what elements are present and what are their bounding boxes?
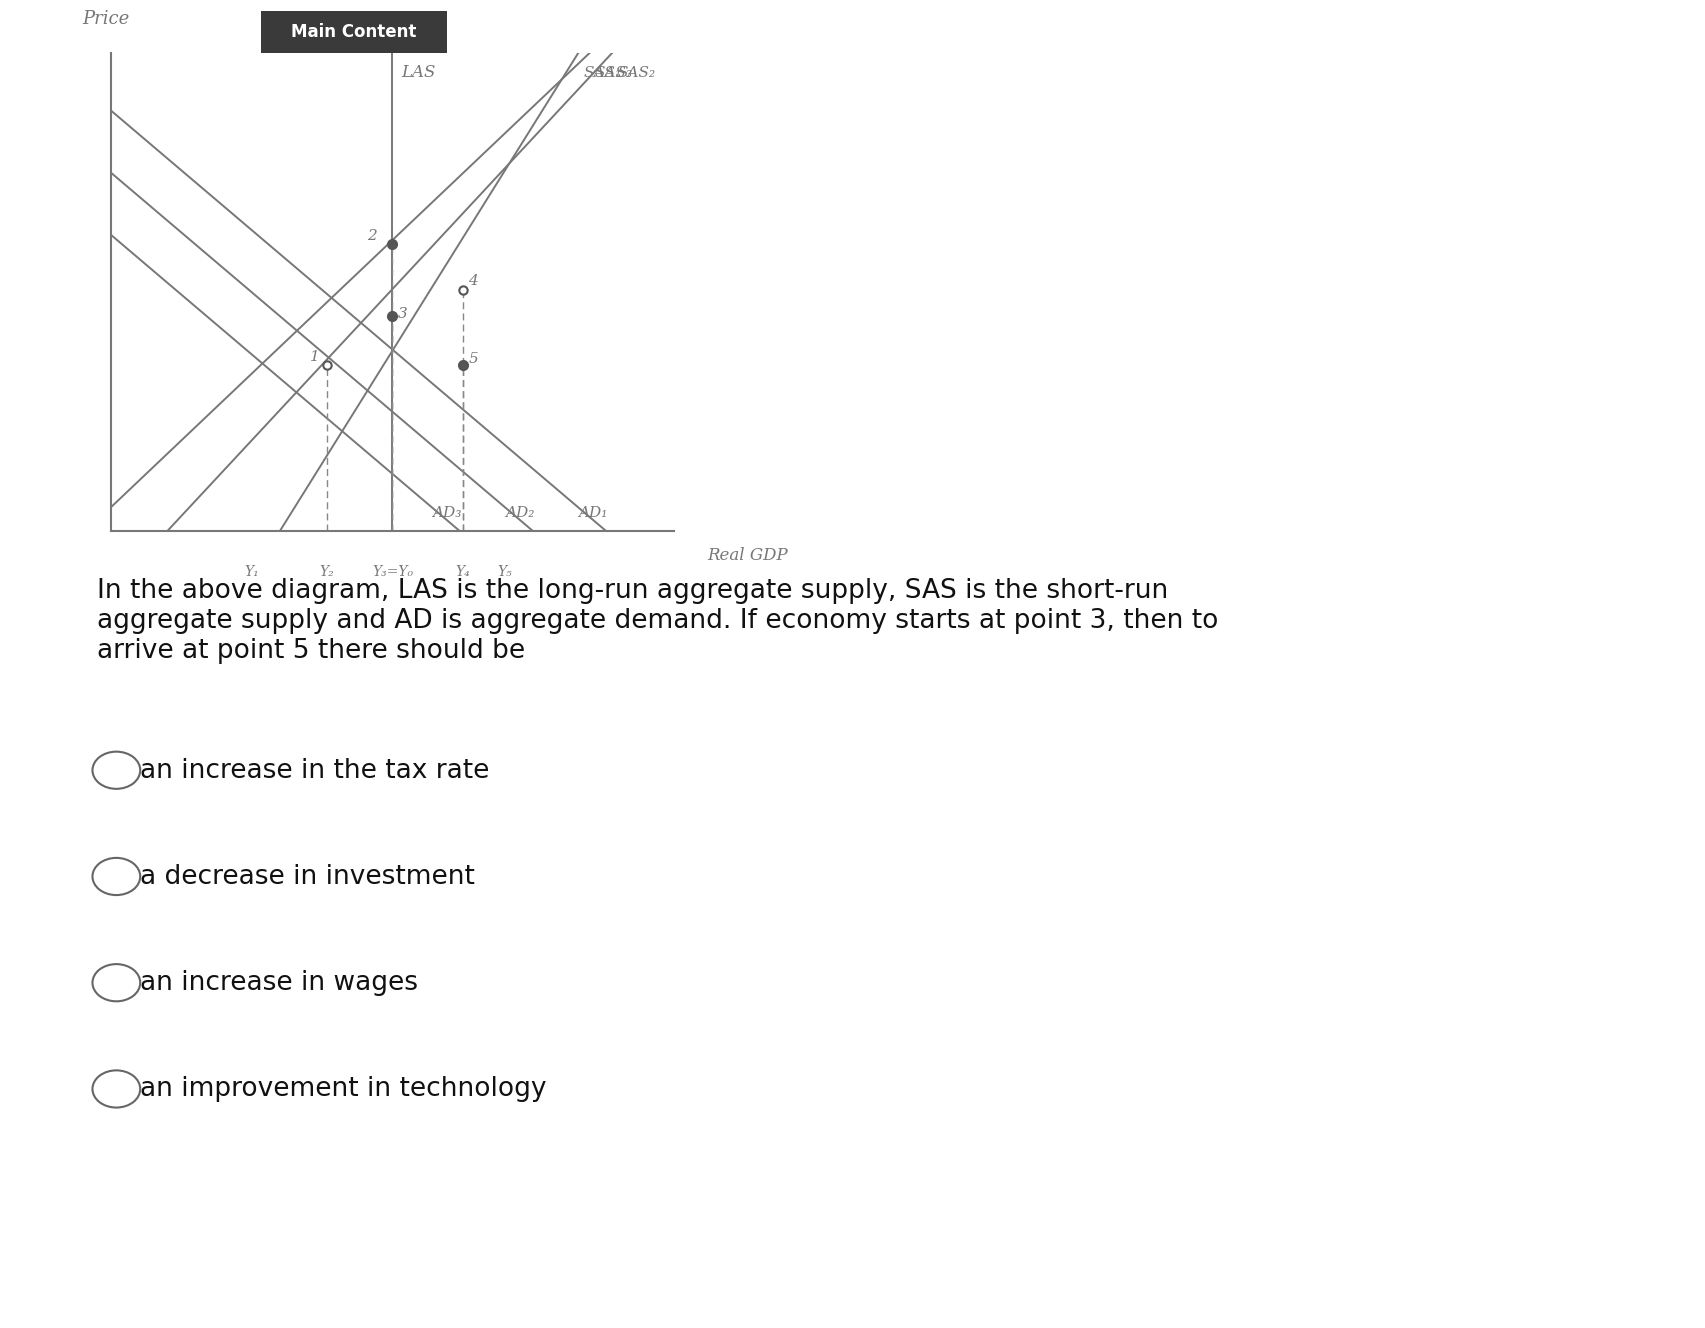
Text: an improvement in technology: an improvement in technology xyxy=(140,1076,546,1102)
Text: Y₂: Y₂ xyxy=(319,564,334,579)
Text: Y₄: Y₄ xyxy=(455,564,471,579)
Text: 5: 5 xyxy=(469,352,477,367)
Text: Y₅: Y₅ xyxy=(498,564,511,579)
Text: SAS₂: SAS₂ xyxy=(617,66,655,80)
Text: an increase in wages: an increase in wages xyxy=(140,969,418,996)
Text: AD₂: AD₂ xyxy=(505,506,534,519)
Text: Y₃=Y₀: Y₃=Y₀ xyxy=(372,564,413,579)
Text: 3: 3 xyxy=(397,308,407,321)
Text: In the above diagram, LAS is the long-run aggregate supply, SAS is the short-run: In the above diagram, LAS is the long-ru… xyxy=(97,578,1217,664)
Text: 4: 4 xyxy=(469,274,477,288)
Text: AD₃: AD₃ xyxy=(431,506,460,519)
Text: Real GDP: Real GDP xyxy=(708,547,788,564)
Text: 1: 1 xyxy=(309,349,319,364)
Text: 2: 2 xyxy=(367,228,377,243)
Text: a decrease in investment: a decrease in investment xyxy=(140,863,474,890)
Text: AD₁: AD₁ xyxy=(578,506,607,519)
Text: SAS₁: SAS₁ xyxy=(583,66,622,80)
Text: LAS: LAS xyxy=(401,64,435,81)
Text: Price: Price xyxy=(82,11,130,28)
Text: SAS₃: SAS₃ xyxy=(595,66,633,80)
Text: Y₁: Y₁ xyxy=(244,564,259,579)
Text: an increase in the tax rate: an increase in the tax rate xyxy=(140,757,489,784)
Text: Main Content: Main Content xyxy=(292,23,416,41)
